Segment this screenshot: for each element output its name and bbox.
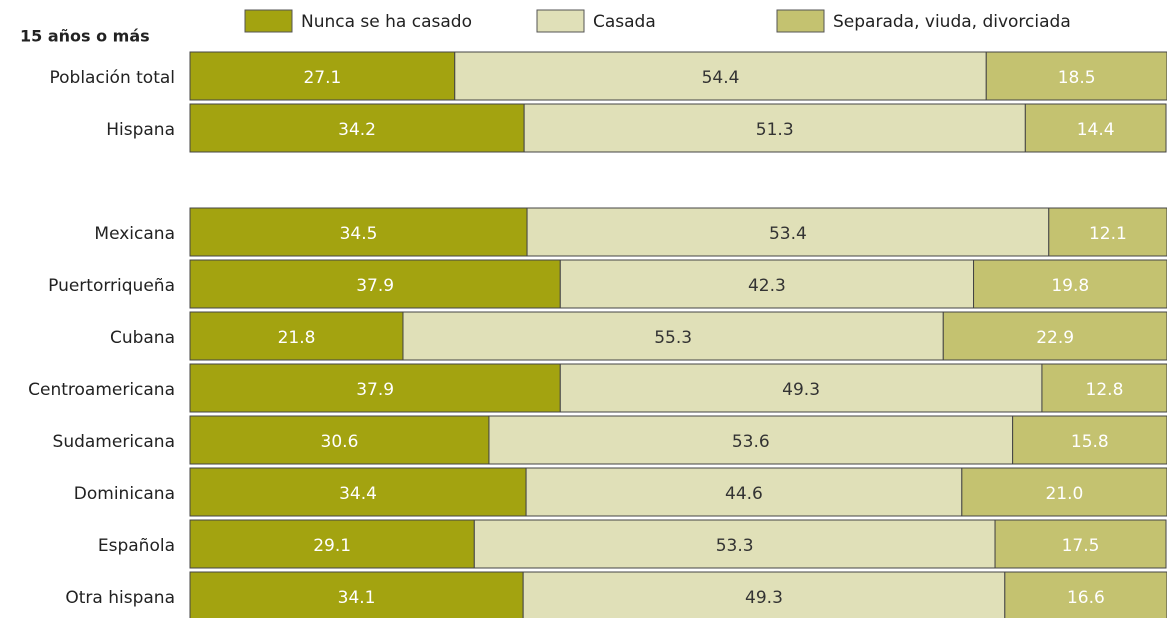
bar-segment	[1012, 415, 1167, 465]
value-label: 53.6	[732, 432, 770, 452]
value-label: 21.8	[278, 328, 316, 348]
bar-segment	[189, 363, 561, 413]
value-label: 14.4	[1077, 120, 1115, 140]
value-label: 30.6	[321, 432, 359, 452]
bar-segment	[189, 415, 490, 465]
bar-segment	[1004, 571, 1167, 618]
bar-segment	[454, 51, 987, 101]
category-label: Sudamericana	[53, 432, 175, 452]
category-label: Española	[98, 536, 175, 556]
bar-segment	[973, 259, 1167, 309]
value-label: 49.3	[782, 380, 820, 400]
value-label: 21.0	[1045, 484, 1083, 504]
legend-label: Casada	[593, 12, 656, 32]
value-label: 29.1	[313, 536, 351, 556]
value-label: 51.3	[756, 120, 794, 140]
bar-segment	[985, 51, 1167, 101]
bar-segment	[559, 259, 975, 309]
value-label: 22.9	[1036, 328, 1074, 348]
category-label: Población total	[50, 68, 176, 88]
value-label: 15.8	[1071, 432, 1109, 452]
legend-swatch	[244, 9, 293, 33]
value-label: 34.1	[338, 588, 376, 608]
value-label: 37.9	[356, 380, 394, 400]
value-label: 18.5	[1058, 68, 1096, 88]
bar-segment	[189, 259, 561, 309]
bar-segment	[1041, 363, 1167, 413]
bar-segment	[1024, 103, 1167, 153]
bar-segment	[402, 311, 944, 361]
category-label: Puertorriqueña	[48, 276, 175, 296]
value-label: 34.2	[338, 120, 376, 140]
value-label: 44.6	[725, 484, 763, 504]
bar-segment	[525, 467, 963, 517]
value-label: 12.8	[1086, 380, 1124, 400]
bar-segment	[189, 311, 404, 361]
value-label: 34.5	[340, 224, 378, 244]
value-label: 16.6	[1067, 588, 1105, 608]
bar-segment	[189, 103, 525, 153]
value-label: 19.8	[1051, 276, 1089, 296]
bar-segment	[942, 311, 1167, 361]
legend-swatch	[776, 9, 825, 33]
bar-segment	[189, 207, 528, 257]
value-label: 12.1	[1089, 224, 1127, 244]
value-label: 42.3	[748, 276, 786, 296]
category-label: Otra hispana	[65, 588, 175, 608]
category-label: Cubana	[110, 328, 175, 348]
bar-segment	[488, 415, 1014, 465]
category-label: Mexicana	[94, 224, 175, 244]
legend-label: Nunca se ha casado	[301, 12, 472, 32]
category-label: Hispana	[106, 120, 175, 140]
value-label: 17.5	[1062, 536, 1100, 556]
bar-segment	[189, 51, 456, 101]
bar-segment	[994, 519, 1167, 569]
legend-label: Separada, viuda, divorciada	[833, 12, 1071, 32]
category-label: Centroamericana	[28, 380, 175, 400]
value-label: 27.1	[303, 68, 341, 88]
bar-segment	[961, 467, 1167, 517]
bar-segment	[559, 363, 1043, 413]
chart-subtitle: 15 años o más	[20, 27, 150, 46]
value-label: 53.3	[716, 536, 754, 556]
value-label: 37.9	[356, 276, 394, 296]
value-label: 53.4	[769, 224, 807, 244]
value-label: 54.4	[702, 68, 740, 88]
value-label: 49.3	[745, 588, 783, 608]
value-label: 55.3	[654, 328, 692, 348]
bar-segment	[473, 519, 996, 569]
bar-segment	[189, 519, 475, 569]
value-label: 34.4	[339, 484, 377, 504]
bar-segment	[523, 103, 1026, 153]
legend-swatch	[536, 9, 585, 33]
category-label: Dominicana	[74, 484, 175, 504]
